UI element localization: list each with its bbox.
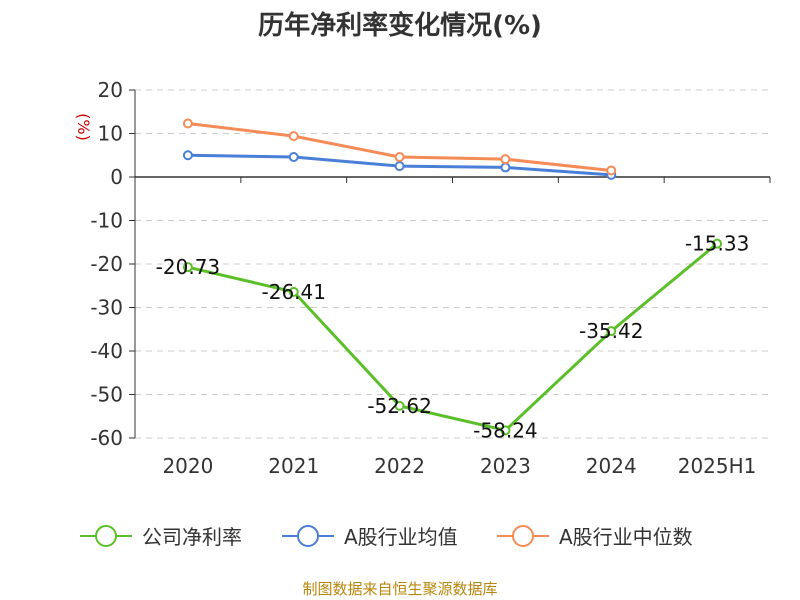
data-point <box>394 161 405 172</box>
series-lines <box>182 118 723 436</box>
data-point <box>712 238 723 249</box>
chart-title: 历年净利率变化情况(%) <box>258 10 542 41</box>
data-point <box>182 118 193 129</box>
legend: 公司净利率 A股行业均值 A股行业中位数 <box>80 525 693 549</box>
data-point <box>288 151 299 162</box>
data-point <box>500 154 511 165</box>
x-tick-label: 2025H1 <box>678 454 757 478</box>
data-point <box>182 262 193 273</box>
axes <box>129 89 771 439</box>
y-axis-unit: (%) <box>74 113 93 141</box>
data-label: -26.41 <box>262 280 326 304</box>
y-tick-label: -60 <box>90 426 123 450</box>
series-line <box>187 242 719 432</box>
y-tick-label: -10 <box>90 209 123 233</box>
data-label: -58.24 <box>473 418 537 442</box>
legend-marker <box>95 525 117 547</box>
data-label: -20.73 <box>156 255 220 279</box>
y-tick-label: 10 <box>98 122 123 146</box>
legend-label: A股行业中位数 <box>559 525 693 549</box>
data-point <box>394 400 405 411</box>
data-point <box>394 151 405 162</box>
data-point <box>500 425 511 436</box>
legend-label: A股行业均值 <box>344 525 458 549</box>
x-tick-label: 2020 <box>162 454 213 478</box>
data-label: -15.33 <box>685 232 749 256</box>
y-tick-labels: 20 10 0 -10 -20 -30 -40 -50 -60 <box>90 78 123 450</box>
data-point <box>606 326 617 337</box>
y-tick-label: -30 <box>90 296 123 320</box>
legend-marker <box>512 525 534 547</box>
data-source-note: 制图数据来自恒生聚源数据库 <box>302 580 497 598</box>
x-tick-labels: 2020 2021 2022 2023 2024 2025H1 <box>162 454 756 478</box>
data-point <box>500 162 511 173</box>
legend-label: 公司净利率 <box>142 525 242 549</box>
x-tick-label: 2022 <box>374 454 425 478</box>
x-tick-label: 2024 <box>586 454 637 478</box>
y-tick-label: -40 <box>90 339 123 363</box>
data-point <box>288 131 299 142</box>
x-tick-label: 2021 <box>268 454 319 478</box>
y-tick-label: -50 <box>90 383 123 407</box>
y-tick-label: -20 <box>90 252 123 276</box>
y-tick-label: 0 <box>110 165 123 189</box>
data-point <box>288 286 299 297</box>
data-point <box>182 150 193 161</box>
data-labels: -20.73 -26.41 -52.62 -58.24 -35.42 -15.33 <box>156 232 750 443</box>
grid-lines <box>135 89 770 439</box>
legend-marker <box>297 525 319 547</box>
data-label: -52.62 <box>367 394 431 418</box>
x-tick-label: 2023 <box>480 454 531 478</box>
data-point <box>606 165 617 176</box>
data-label: -35.42 <box>579 319 643 343</box>
y-tick-label: 20 <box>98 78 123 102</box>
